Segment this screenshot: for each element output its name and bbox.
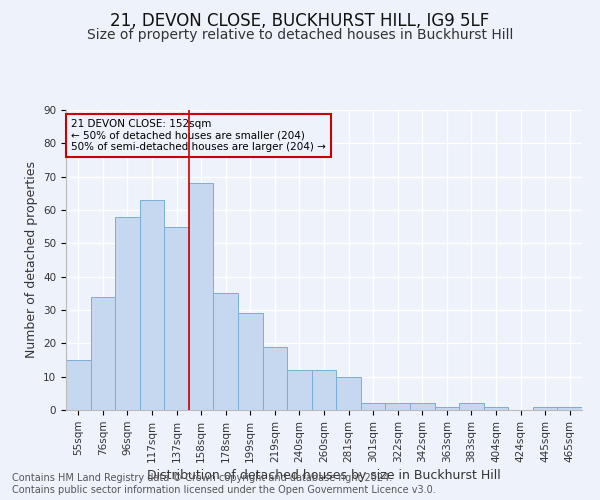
Bar: [484, 406, 508, 410]
Bar: [189, 184, 214, 410]
Bar: [459, 404, 484, 410]
Text: Contains HM Land Registry data © Crown copyright and database right 2024.
Contai: Contains HM Land Registry data © Crown c…: [12, 474, 436, 495]
Bar: [214, 294, 238, 410]
Text: 21 DEVON CLOSE: 152sqm
← 50% of detached houses are smaller (204)
50% of semi-de: 21 DEVON CLOSE: 152sqm ← 50% of detached…: [71, 119, 326, 152]
Bar: [115, 216, 140, 410]
Bar: [287, 370, 312, 410]
Bar: [66, 360, 91, 410]
Bar: [336, 376, 361, 410]
Text: 21, DEVON CLOSE, BUCKHURST HILL, IG9 5LF: 21, DEVON CLOSE, BUCKHURST HILL, IG9 5LF: [110, 12, 490, 30]
Bar: [385, 404, 410, 410]
Bar: [410, 404, 434, 410]
Bar: [238, 314, 263, 410]
Bar: [164, 226, 189, 410]
Bar: [312, 370, 336, 410]
Text: Size of property relative to detached houses in Buckhurst Hill: Size of property relative to detached ho…: [87, 28, 513, 42]
Bar: [140, 200, 164, 410]
Bar: [434, 406, 459, 410]
Bar: [557, 406, 582, 410]
Y-axis label: Number of detached properties: Number of detached properties: [25, 162, 38, 358]
Bar: [533, 406, 557, 410]
Bar: [263, 346, 287, 410]
Bar: [91, 296, 115, 410]
Bar: [361, 404, 385, 410]
X-axis label: Distribution of detached houses by size in Buckhurst Hill: Distribution of detached houses by size …: [147, 469, 501, 482]
